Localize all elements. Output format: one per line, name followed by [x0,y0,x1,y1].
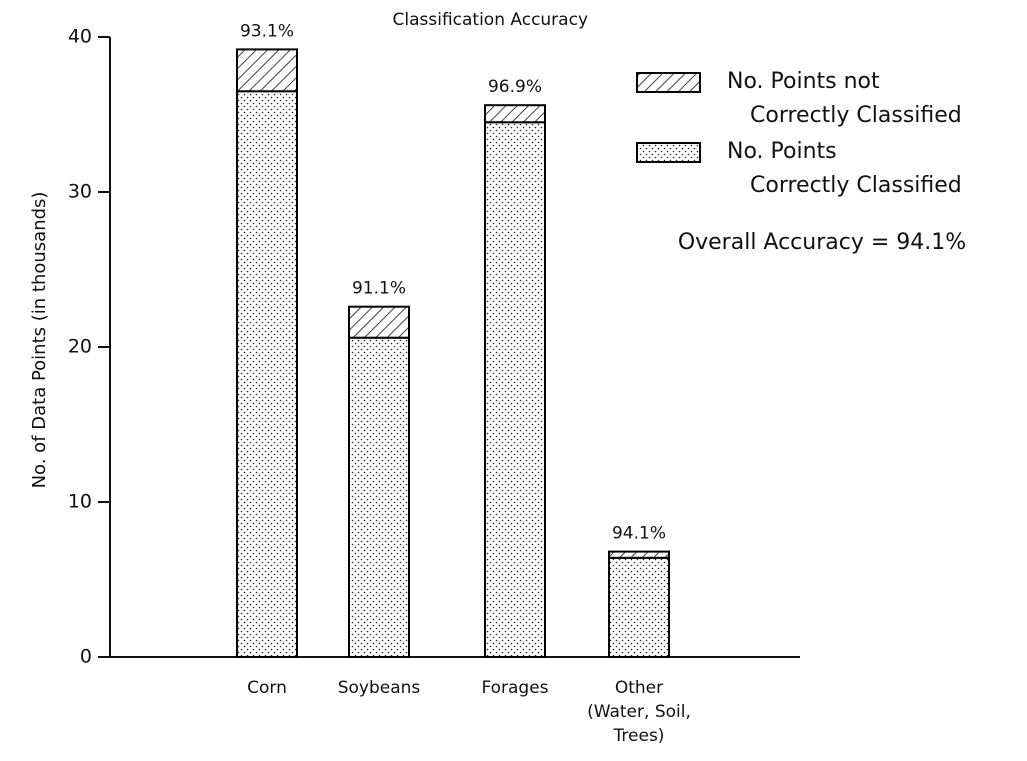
legend-swatch [636,142,701,163]
y-tick-label: 30 [68,181,92,203]
x-tick-label: Other (Water, Soil, Trees) [587,678,691,746]
y-tick-label: 10 [68,491,92,513]
accuracy-label: 96.9% [488,77,542,97]
accuracy-label: 91.1% [352,279,406,299]
x-tick-label: Forages [481,678,549,698]
y-tick-label: 20 [68,336,92,358]
bar-segment [484,121,546,658]
bar-segment [484,104,546,124]
bar-segment [608,550,670,559]
legend-label: No. Points not Correctly Classified [727,69,962,128]
y-axis-label: No. of Data Points (in thousands) [29,192,50,489]
accuracy-label: 93.1% [240,21,294,41]
bar-segment [348,336,410,658]
y-tick-label: 40 [68,26,92,48]
legend-label: No. Points Correctly Classified [727,139,962,198]
bar-segment [608,556,670,658]
bar-segment [236,90,298,658]
legend-swatch [636,72,701,93]
x-tick-label: Corn [247,678,287,698]
accuracy-label: 94.1% [612,524,666,544]
y-tick-label: 0 [80,646,92,668]
overall-note: Overall Accuracy = 94.1% [678,230,966,255]
accuracy-title: Classification Accuracy [393,10,589,30]
x-tick-label: Soybeans [337,678,421,698]
bar-segment [236,48,298,93]
bar-segment [348,305,410,339]
